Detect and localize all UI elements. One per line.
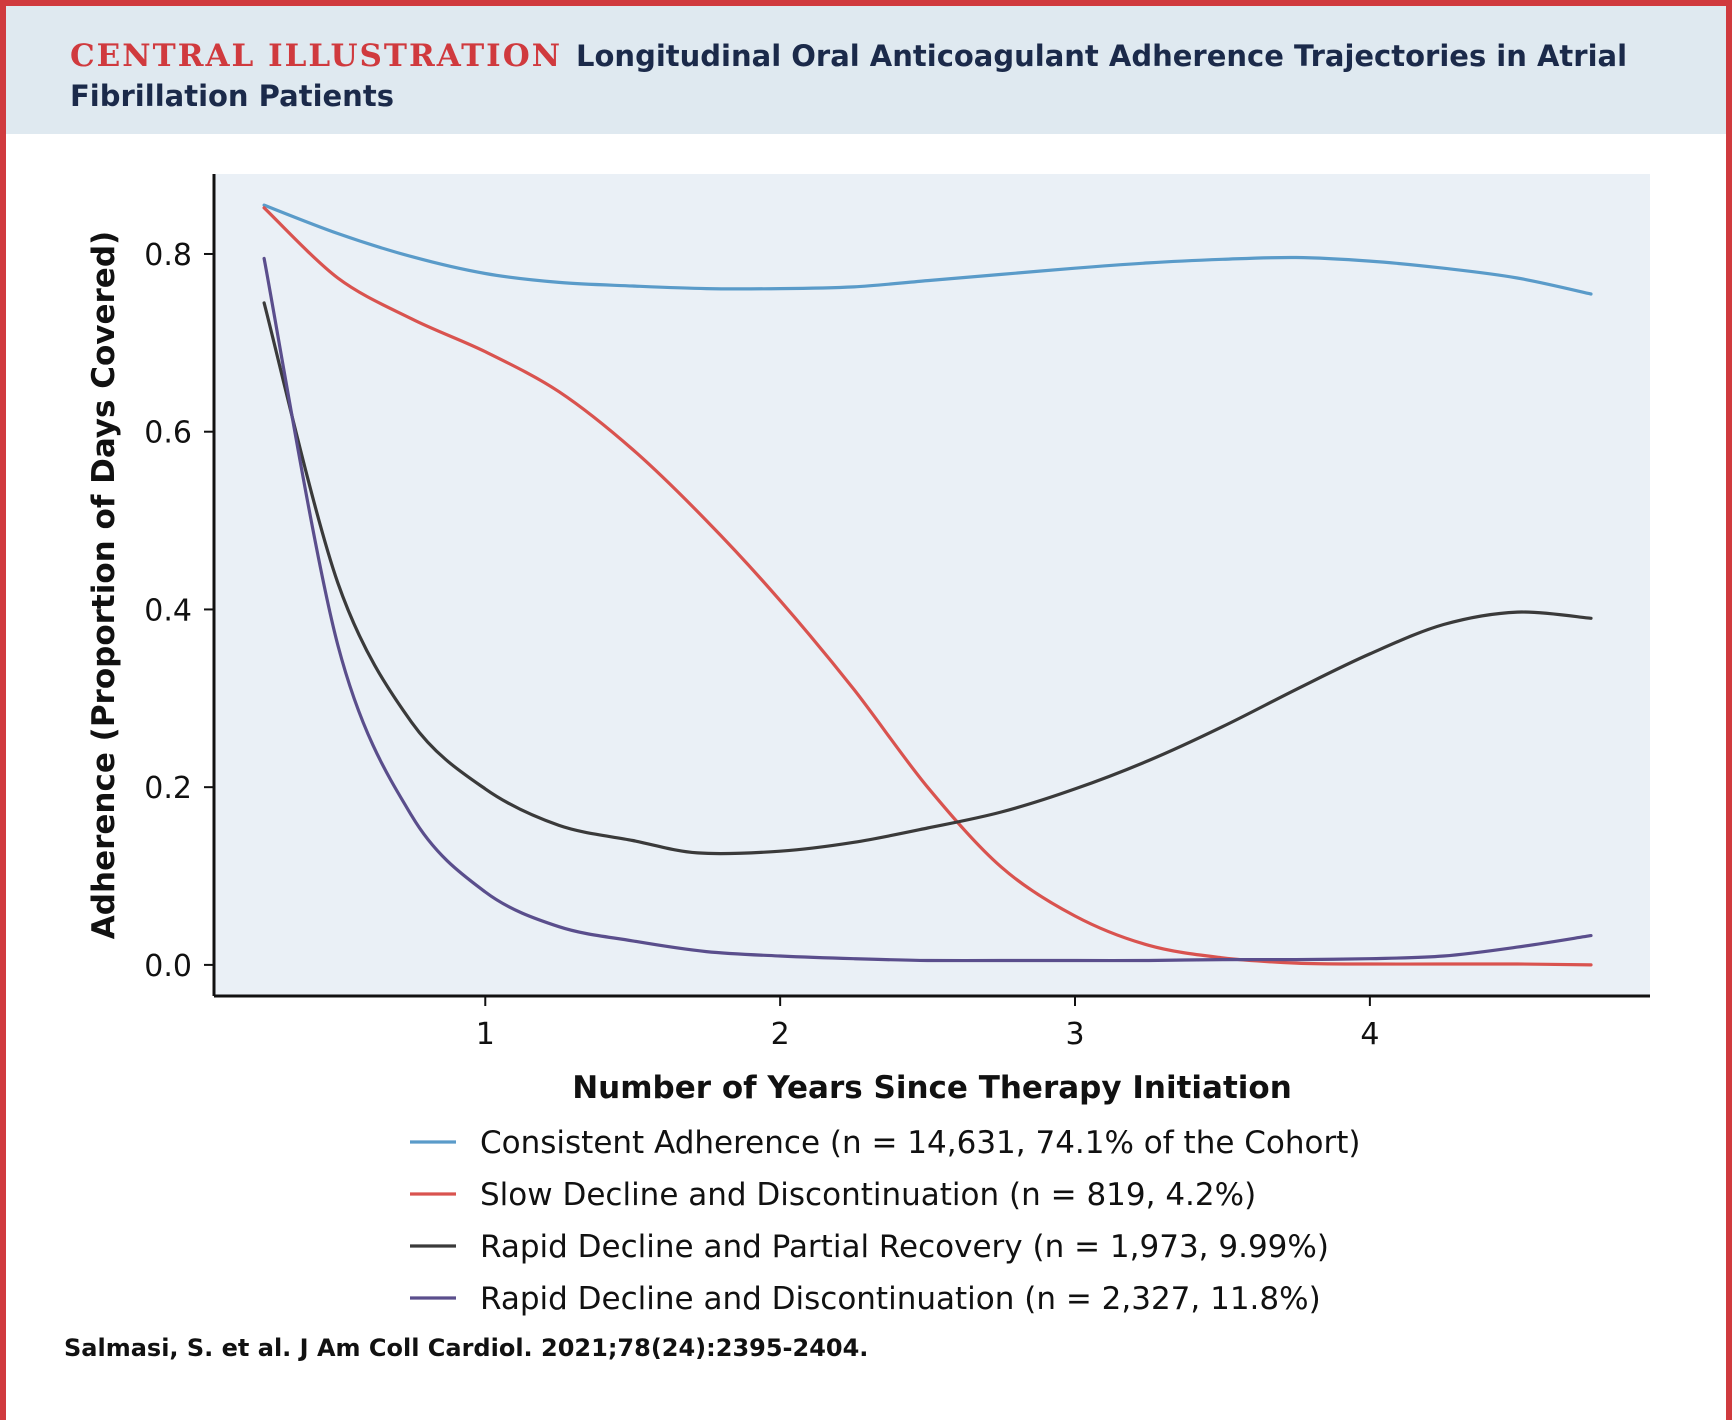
y-axis-title: Adherence (Proportion of Days Covered) bbox=[86, 231, 122, 939]
series-group bbox=[262, 203, 1593, 967]
central-illustration-label: CENTRAL ILLUSTRATION bbox=[70, 38, 563, 74]
x-axis-title: Number of Years Since Therapy Initiation bbox=[572, 1070, 1292, 1106]
figure-title: Longitudinal Oral Anticoagulant Adherenc… bbox=[70, 39, 1628, 113]
legend-label-1: Consistent Adherence (n = 14,631, 74.1% … bbox=[480, 1125, 1361, 1161]
series-line-2 bbox=[262, 206, 1593, 967]
series-line-3 bbox=[262, 301, 1593, 856]
chart: 1 2 3 4 0.0 0.2 0.4 0.6 0.8 Number of Years Sin… bbox=[86, 174, 1650, 1317]
plot-area bbox=[214, 174, 1650, 996]
header-text: CENTRAL ILLUSTRATION Longitudinal Oral An… bbox=[70, 36, 1670, 116]
y-tick-label: 0.2 bbox=[144, 771, 192, 806]
x-tick-label: 4 bbox=[1360, 1017, 1379, 1052]
y-ticks: 0.0 0.2 0.4 0.6 0.8 bbox=[144, 238, 214, 984]
series-line-4 bbox=[262, 256, 1593, 963]
y-tick-label: 0.6 bbox=[144, 416, 192, 451]
y-tick-label: 0.0 bbox=[144, 949, 192, 984]
legend-label-3: Rapid Decline and Partial Recovery (n = … bbox=[480, 1229, 1329, 1265]
legend: Consistent Adherence (n = 14,631, 74.1% … bbox=[410, 1125, 1361, 1317]
x-tick-label: 3 bbox=[1065, 1017, 1084, 1052]
figure-header: CENTRAL ILLUSTRATION Longitudinal Oral An… bbox=[6, 6, 1726, 134]
series-line-1 bbox=[262, 203, 1593, 296]
legend-label-2: Slow Decline and Discontinuation (n = 81… bbox=[480, 1177, 1256, 1213]
y-tick-label: 0.4 bbox=[144, 593, 192, 628]
x-tick-label: 1 bbox=[476, 1017, 495, 1052]
legend-label-4: Rapid Decline and Discontinuation (n = 2… bbox=[480, 1281, 1321, 1317]
citation: Salmasi, S. et al. J Am Coll Cardiol. 20… bbox=[64, 1334, 869, 1362]
y-tick-label: 0.8 bbox=[144, 238, 192, 273]
x-tick-label: 2 bbox=[771, 1017, 790, 1052]
x-ticks: 1 2 3 4 bbox=[476, 996, 1379, 1052]
